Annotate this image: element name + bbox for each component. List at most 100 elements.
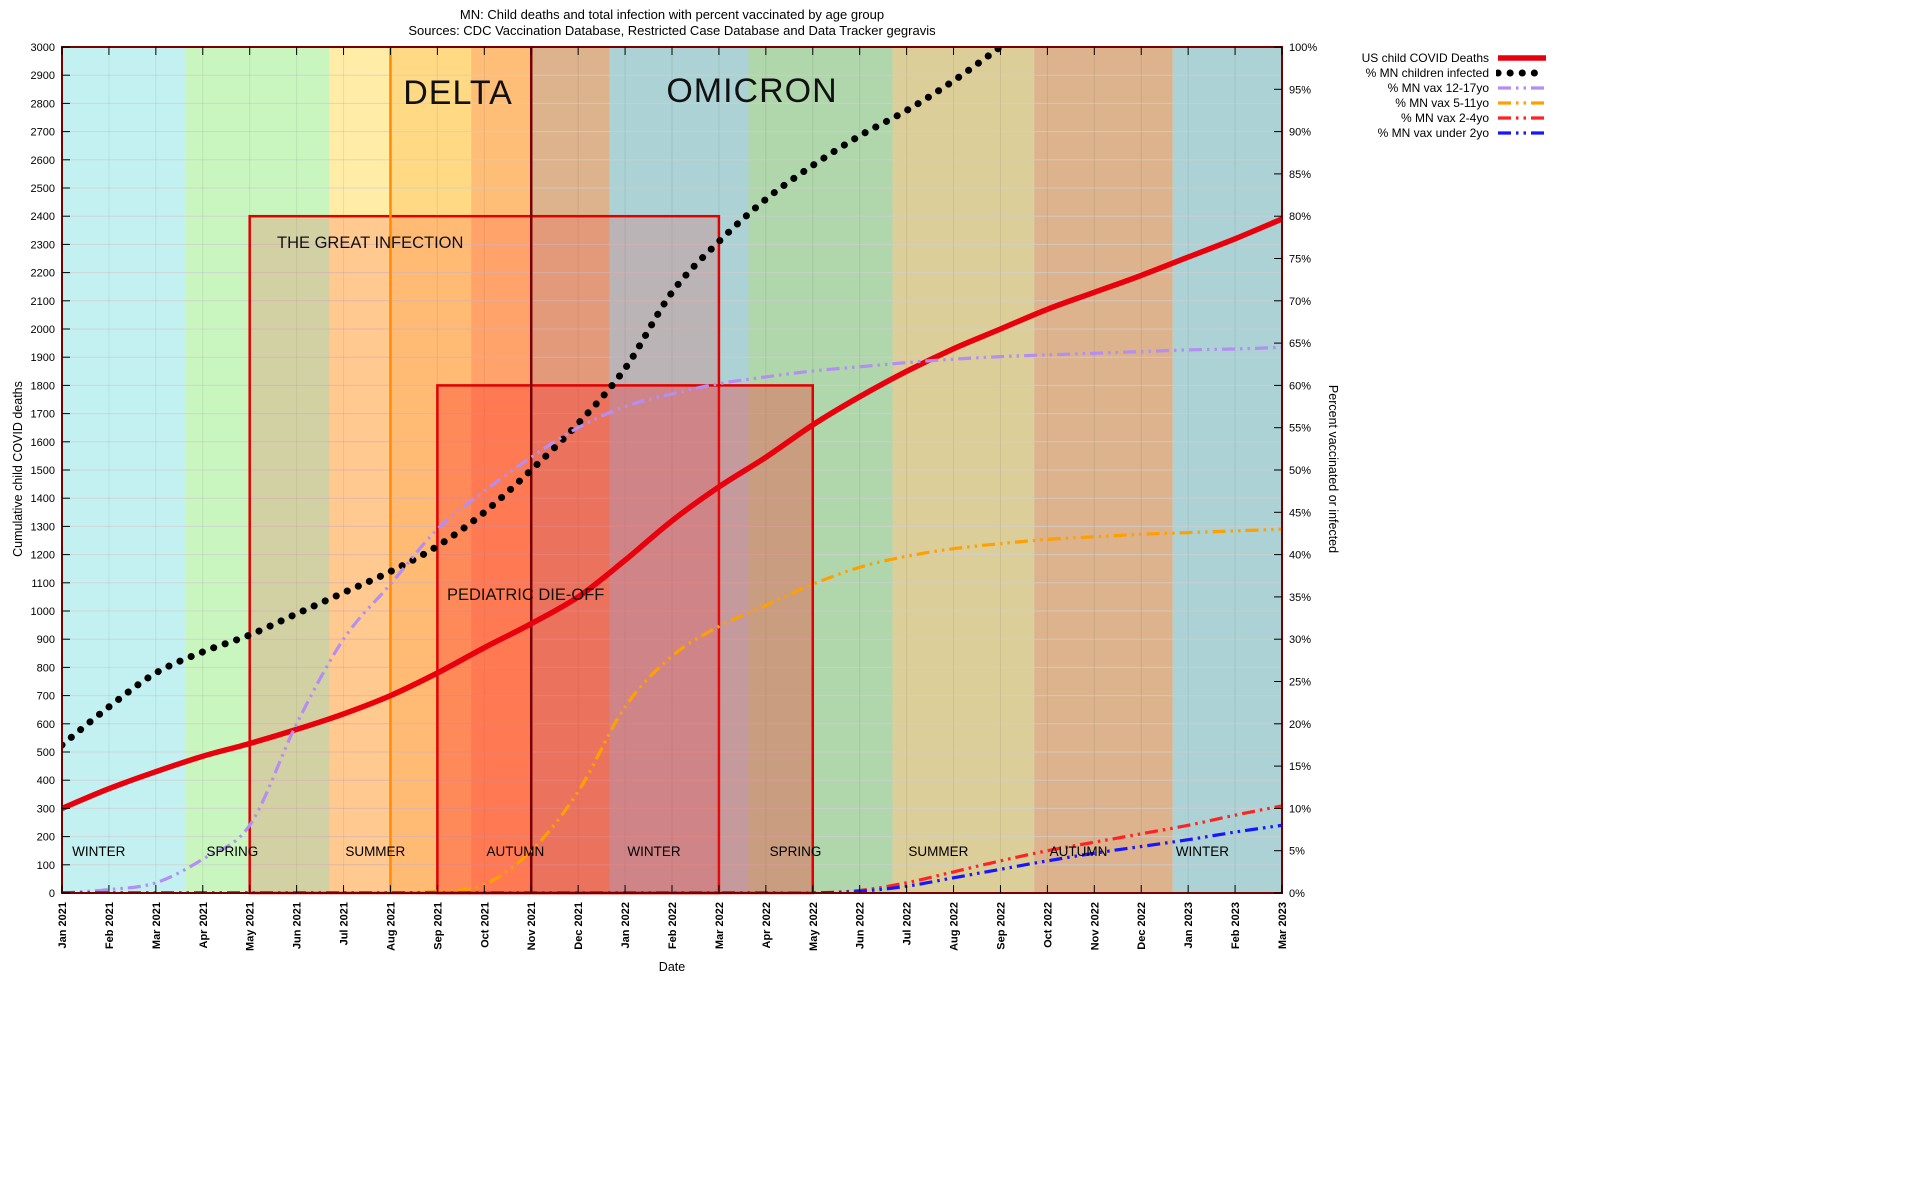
annotation-omicron: OMICRON	[666, 72, 838, 110]
season-label-8: WINTER	[1176, 844, 1229, 859]
ytick-right-label: 15%	[1289, 761, 1311, 773]
xtick-label: May 2022	[808, 902, 820, 951]
legend-label: US child COVID Deaths	[1361, 50, 1489, 65]
xtick-label: Nov 2021	[526, 902, 538, 950]
xtick-label: Feb 2022	[667, 902, 679, 949]
xtick-label: Jan 2023	[1183, 902, 1195, 948]
ytick-right-label: 50%	[1289, 465, 1311, 477]
ytick-right-label: 80%	[1289, 211, 1311, 223]
ytick-left-label: 2700	[31, 127, 55, 139]
ytick-left-label: 2100	[31, 296, 55, 308]
ytick-left-label: 500	[37, 747, 55, 759]
legend-item-5: % MN vax under 2yo	[1362, 125, 1548, 140]
season-label-6: SUMMER	[908, 844, 968, 859]
season-label-4: WINTER	[627, 844, 680, 859]
xtick-label: Sep 2021	[432, 902, 444, 950]
xtick-label: Mar 2021	[151, 902, 163, 949]
season-label-3: AUTUMN	[487, 844, 545, 859]
annotation-pediatric-dieoff: PEDIATRIC DIE-OFF	[447, 586, 605, 604]
chart-title: MN: Child deaths and total infection wit…	[459, 7, 885, 22]
xtick-label: Jul 2021	[339, 902, 351, 945]
legend: US child COVID Deaths% MN children infec…	[1362, 50, 1548, 140]
legend-item-1: % MN children infected	[1362, 65, 1548, 80]
ytick-right-label: 95%	[1289, 84, 1311, 96]
ytick-left-label: 900	[37, 634, 55, 646]
ytick-left-label: 3000	[31, 42, 55, 54]
ytick-left-label: 1500	[31, 465, 55, 477]
xtick-label: Apr 2021	[198, 902, 210, 948]
season-label-1: SPRING	[207, 844, 259, 859]
ytick-right-label: 90%	[1289, 127, 1311, 139]
xtick-label: Oct 2021	[479, 902, 491, 948]
ytick-left-label: 1800	[31, 380, 55, 392]
ytick-right-label: 70%	[1289, 296, 1311, 308]
ytick-right-label: 30%	[1289, 634, 1311, 646]
legend-label: % MN vax 5-11yo	[1395, 95, 1489, 110]
ytick-right-label: 55%	[1289, 423, 1311, 435]
ytick-right-label: 35%	[1289, 592, 1311, 604]
ytick-right-label: 10%	[1289, 803, 1311, 815]
ytick-left-label: 1200	[31, 550, 55, 562]
xtick-label: May 2021	[245, 902, 257, 951]
xtick-label: Jun 2022	[855, 902, 867, 949]
xtick-label: Mar 2022	[714, 902, 726, 949]
annotation-delta: DELTA	[403, 74, 513, 112]
legend-item-3: % MN vax 5-11yo	[1362, 95, 1548, 110]
series-2-line	[62, 345, 1282, 893]
ytick-right-label: 100%	[1289, 42, 1317, 54]
legend-label: % MN vax 2-4yo	[1400, 110, 1489, 125]
left-axis-label: Cumulative child COVID deaths	[11, 381, 25, 557]
right-axis-label: Percent vaccinated or infected	[1326, 384, 1340, 554]
xtick-label: Dec 2022	[1136, 902, 1148, 950]
ytick-left-label: 1600	[31, 437, 55, 449]
legend-sample	[1498, 54, 1546, 61]
legend-item-2: % MN vax 12-17yo	[1362, 80, 1548, 95]
ytick-right-label: 40%	[1289, 550, 1311, 562]
legend-sample	[1498, 85, 1546, 90]
ytick-left-label: 2300	[31, 239, 55, 251]
ytick-left-label: 2400	[31, 211, 55, 223]
ytick-left-label: 700	[37, 691, 55, 703]
season-label-7: AUTUMN	[1050, 844, 1108, 859]
xtick-label: Feb 2023	[1230, 902, 1242, 949]
season-label-2: SUMMER	[345, 844, 405, 859]
ytick-right-label: 85%	[1289, 169, 1311, 181]
xtick-label: Jan 2022	[620, 902, 632, 948]
ytick-right-label: 0%	[1289, 888, 1305, 900]
ytick-left-label: 600	[37, 719, 55, 731]
ytick-right-label: 20%	[1289, 719, 1311, 731]
xtick-label: Dec 2021	[573, 902, 585, 950]
season-label-0: WINTER	[72, 844, 125, 859]
ytick-right-label: 45%	[1289, 507, 1311, 519]
ytick-left-label: 100	[37, 860, 55, 872]
ytick-left-label: 2500	[31, 183, 55, 195]
xtick-label: Jun 2021	[292, 902, 304, 949]
ytick-right-label: 65%	[1289, 338, 1311, 350]
ytick-left-label: 1100	[31, 578, 55, 590]
xtick-label: Jul 2022	[902, 902, 914, 945]
x-axis-label: Date	[658, 960, 686, 974]
legend-sample	[1496, 69, 1548, 76]
chart-subtitle: Sources: CDC Vaccination Database, Restr…	[408, 23, 936, 38]
legend-sample	[1498, 100, 1546, 105]
xtick-label: Feb 2021	[104, 902, 116, 949]
legend-label: % MN vax 12-17yo	[1387, 80, 1489, 95]
ytick-left-label: 1000	[31, 606, 55, 618]
annotation-box-0	[248, 214, 721, 895]
season-label-5: SPRING	[770, 844, 822, 859]
ytick-left-label: 0	[49, 888, 55, 900]
series-0-line	[62, 216, 1282, 811]
legend-label: % MN children infected	[1365, 65, 1489, 80]
ytick-right-label: 75%	[1289, 254, 1311, 266]
xtick-label: Sep 2022	[995, 902, 1007, 950]
series-1-line	[62, 47, 1004, 749]
ytick-left-label: 2800	[31, 98, 55, 110]
xtick-label: Oct 2022	[1042, 902, 1054, 948]
ytick-left-label: 1400	[31, 493, 55, 505]
legend-item-0: US child COVID Deaths	[1362, 50, 1548, 65]
ytick-left-label: 1300	[31, 521, 55, 533]
ytick-left-label: 2900	[31, 70, 55, 82]
annotation-great-infection: THE GREAT INFECTION	[277, 234, 464, 252]
